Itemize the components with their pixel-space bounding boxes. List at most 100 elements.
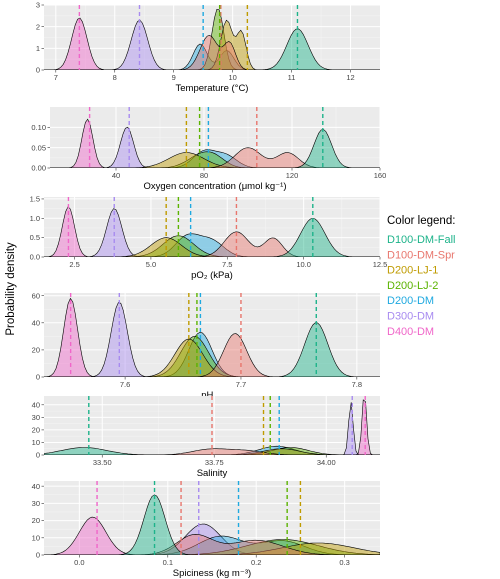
y-tick-label: 10 <box>32 438 40 447</box>
x-tick-label: 7 <box>54 73 58 82</box>
density-d200-lj-2 <box>50 151 380 168</box>
x-tick-label: 33.75 <box>205 458 224 467</box>
plot-background <box>44 197 380 257</box>
density-d100-dm-fall <box>44 322 380 377</box>
x-tick-label: 7.7 <box>236 380 246 389</box>
y-tick-label: 0 <box>36 551 40 560</box>
density-d200-lj-1 <box>44 338 380 377</box>
density-d100-dm-fall <box>44 217 380 257</box>
density-d300-dm <box>44 402 380 455</box>
panel-2: 40 80 120 160 0.00 0.05 0.10 Oxygen concentrati… <box>31 107 386 192</box>
density-d400-dm <box>44 17 380 70</box>
legend-item-d200-lj-2: D200-LJ-2 <box>387 280 438 292</box>
density-layer <box>50 107 380 168</box>
legend-item-d100-dm-spr: D100-DM-Spr <box>387 249 455 261</box>
legend-item-d400-dm: D400-DM <box>387 326 434 338</box>
x-tick-label: 11 <box>288 73 296 82</box>
x-tick-label: 5.0 <box>146 260 156 269</box>
density-d200-lj-2 <box>44 235 380 257</box>
legend-item-d200-lj-1: D200-LJ-1 <box>387 265 438 277</box>
y-tick-label: 20 <box>32 346 40 355</box>
panel-3: 2.5 5.0 7.5 10.0 12.5 0.0 0.5 1.0 1.5 pO₂ (kPa) <box>30 195 388 281</box>
density-d200-dm <box>44 43 380 70</box>
density-layer <box>44 5 380 70</box>
x-tick-label: 2.5 <box>69 260 79 269</box>
x-tick-label: 12 <box>346 73 354 82</box>
y-tick-label: 2 <box>36 22 40 31</box>
density-d200-lj-2 <box>44 539 380 555</box>
x-axis-label: pO₂ (kPa) <box>191 270 233 281</box>
y-tick-label: 3 <box>36 1 40 10</box>
x-tick-label: 34.00 <box>317 458 336 467</box>
y-tick-label: 0 <box>36 451 40 460</box>
x-axis-label: Spiciness (kg m⁻³) <box>173 568 251 579</box>
y-tick-label: 1 <box>36 44 40 53</box>
density-d200-lj-2 <box>44 336 380 377</box>
y-tick-label: 10 <box>32 533 40 542</box>
density-d200-dm <box>50 149 380 168</box>
y-tick-label: 20 <box>32 516 40 525</box>
x-tick-label: 7.8 <box>352 380 362 389</box>
y-tick-label: 40 <box>32 482 40 491</box>
y-tick-label: 0 <box>36 373 40 382</box>
panel-5: 33.50 33.75 34.00 0 10 20 30 40 Salinity <box>32 396 380 479</box>
legend-item-d200-dm: D200-DM <box>387 295 434 307</box>
y-axis-label: Probability density <box>5 242 17 336</box>
panel-4: 7.67.77.80204060pHest <box>32 291 380 403</box>
density-d100-dm-spr <box>44 231 380 257</box>
x-tick-label: 9 <box>172 73 176 82</box>
density-d300-dm <box>44 19 380 70</box>
x-tick-label: 80 <box>200 171 208 180</box>
x-tick-label: 7.6 <box>120 380 130 389</box>
y-tick-label: 0 <box>36 66 40 75</box>
x-tick-label: 40 <box>112 171 120 180</box>
density-d100-dm-spr <box>44 333 380 377</box>
y-tick-label: 1.0 <box>30 214 40 223</box>
density-d100-dm-spr <box>44 533 380 555</box>
density-d100-dm-spr <box>44 34 380 70</box>
density-layer <box>44 197 380 257</box>
density-d200-lj-2 <box>44 447 380 455</box>
density-d200-lj-1 <box>44 19 380 70</box>
density-d200-lj-1 <box>50 152 380 168</box>
legend-item-d300-dm: D300-DM <box>387 311 434 323</box>
density-d400-dm <box>44 516 380 555</box>
x-tick-label: 0.2 <box>251 558 261 567</box>
x-tick-label: 8 <box>113 73 117 82</box>
y-tick-label: 30 <box>32 499 40 508</box>
x-axis-label: Salinity <box>197 468 228 479</box>
density-d100-dm-fall <box>50 129 380 168</box>
y-tick-label: 0.00 <box>31 164 46 173</box>
y-tick-label: 40 <box>32 318 40 327</box>
density-d200-dm <box>44 233 380 257</box>
y-tick-label: 20 <box>32 425 40 434</box>
x-axis-label: Temperature (°C) <box>176 83 249 94</box>
density-layer <box>44 293 380 377</box>
y-tick-label: 0.5 <box>30 233 40 242</box>
y-tick-label: 60 <box>32 291 40 300</box>
density-d100-dm-fall <box>44 447 380 455</box>
density-d100-dm-spr <box>50 147 380 168</box>
y-tick-label: 0.0 <box>30 253 40 262</box>
legend-item-d100-dm-fall: D100-DM-Fall <box>387 234 455 246</box>
density-layer <box>44 396 380 455</box>
legend: Color legend: D100-DM-Fall D100-DM-Spr D20… <box>387 215 455 338</box>
y-tick-label: 0.05 <box>31 143 46 152</box>
density-d400-dm <box>44 206 380 257</box>
y-tick-label: 30 <box>32 413 40 422</box>
x-tick-label: 7.5 <box>222 260 232 269</box>
y-tick-label: 1.5 <box>30 195 40 204</box>
x-tick-label: 0.3 <box>339 558 349 567</box>
density-d100-dm-fall <box>44 28 380 70</box>
x-tick-label: 120 <box>286 171 299 180</box>
x-tick-label: 0.0 <box>74 558 84 567</box>
x-tick-label: 10 <box>228 73 236 82</box>
x-tick-label: 10.0 <box>296 260 311 269</box>
density-d200-lj-2 <box>44 8 380 70</box>
density-layer <box>44 481 380 555</box>
density-d100-dm-spr <box>44 448 380 455</box>
density-d300-dm <box>44 208 380 257</box>
